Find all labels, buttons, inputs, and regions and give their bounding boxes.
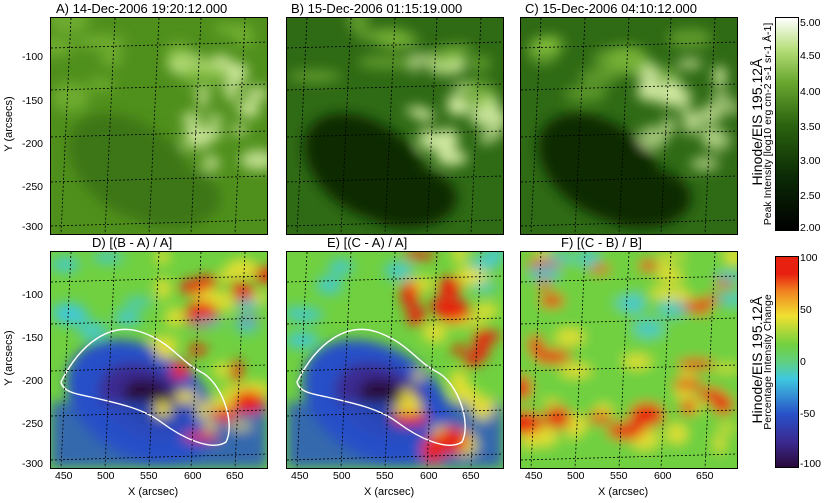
xtick: 550 xyxy=(376,470,394,482)
ytick-bottom: -300 xyxy=(22,458,44,470)
xtick: 550 xyxy=(140,470,158,482)
difference-colorbar xyxy=(775,256,799,468)
intensity-tick: 3.00 xyxy=(800,155,821,167)
x-axis-label: X (arcsec) xyxy=(364,486,415,498)
panel-f-image xyxy=(520,251,738,469)
difference-tick: 100 xyxy=(800,252,818,264)
intensity-tick: 3.50 xyxy=(800,121,821,133)
difference-tick: -100 xyxy=(800,458,822,470)
y-axis-label-top: Y (arcsecs) xyxy=(3,96,15,152)
intensity-tick: 4.50 xyxy=(800,50,821,62)
panel-b-title: B) 15-Dec-2006 01:15:19.000 xyxy=(291,1,463,16)
xtick: 450 xyxy=(55,470,73,482)
intensity-tick: 2.50 xyxy=(800,190,821,202)
xtick: 650 xyxy=(462,470,480,482)
xtick: 500 xyxy=(97,470,115,482)
panel-f-map xyxy=(521,252,737,468)
panel-a-map xyxy=(51,18,267,234)
ytick-top: -200 xyxy=(22,138,44,150)
xtick: 450 xyxy=(525,470,543,482)
ytick-bottom: -100 xyxy=(22,289,44,301)
ytick-bottom: -200 xyxy=(22,375,44,387)
panel-c-image xyxy=(520,17,738,235)
x-axis-label: X (arcsec) xyxy=(128,486,179,498)
intensity-colorbar-label: Peak Intensity [log10 erg cm-2 s-1 sr-1 … xyxy=(762,22,774,226)
difference-colorbar-label: Percentage Intensity Change xyxy=(762,294,774,430)
ytick-bottom: -250 xyxy=(22,418,44,430)
intensity-tick: 2.00 xyxy=(800,222,821,234)
difference-tick: 0 xyxy=(800,356,806,368)
panel-b-map xyxy=(287,18,503,234)
panel-a-title: A) 14-Dec-2006 19:20:12.000 xyxy=(56,1,228,16)
panel-b-image xyxy=(286,17,504,235)
intensity-tick: 5.00 xyxy=(800,17,821,29)
ytick-top: -250 xyxy=(22,181,44,193)
panel-e-title: E) [(C - A) / A] xyxy=(327,235,408,250)
panel-e-map xyxy=(287,252,503,468)
panel-c-map xyxy=(521,18,737,234)
panel-d-map xyxy=(51,252,267,468)
xtick: 600 xyxy=(654,470,672,482)
ytick-top: -300 xyxy=(22,221,44,233)
xtick: 500 xyxy=(567,470,585,482)
panel-d-image xyxy=(50,251,268,469)
difference-tick: 50 xyxy=(800,304,812,316)
panel-a-image xyxy=(50,17,268,235)
ytick-top: -100 xyxy=(22,51,44,63)
xtick: 650 xyxy=(226,470,244,482)
ytick-bottom: -150 xyxy=(22,332,44,344)
intensity-colorbar xyxy=(775,17,799,231)
panel-c-title: C) 15-Dec-2006 04:10:12.000 xyxy=(525,1,698,16)
panel-d-title: D) [(B - A) / A] xyxy=(92,235,173,250)
panel-e-image xyxy=(286,251,504,469)
difference-tick: -50 xyxy=(800,408,816,420)
y-axis-label-bottom: Y (arcsecs) xyxy=(3,330,15,386)
xtick: 600 xyxy=(184,470,202,482)
xtick: 600 xyxy=(420,470,438,482)
xtick: 550 xyxy=(610,470,628,482)
intensity-tick: 4.00 xyxy=(800,86,821,98)
panel-f-title: F) [(C - B) / B] xyxy=(561,235,642,250)
xtick: 500 xyxy=(333,470,351,482)
x-axis-label: X (arcsec) xyxy=(598,486,649,498)
ytick-top: -150 xyxy=(22,95,44,107)
xtick: 450 xyxy=(291,470,309,482)
xtick: 650 xyxy=(696,470,714,482)
